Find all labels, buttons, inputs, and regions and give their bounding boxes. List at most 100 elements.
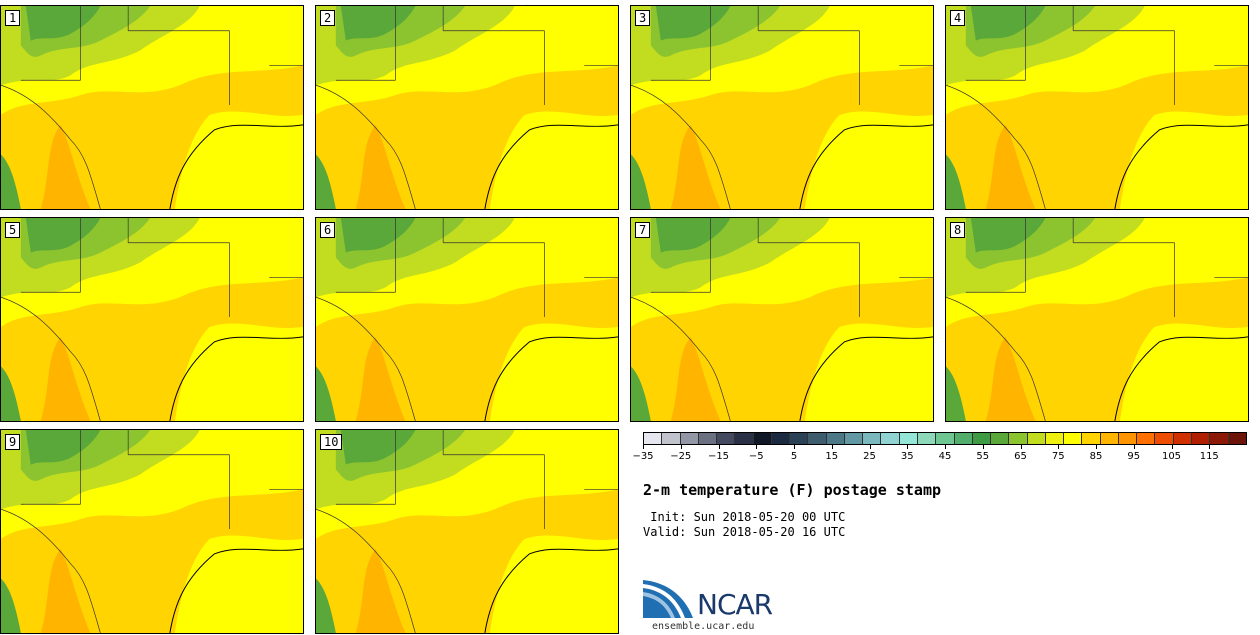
member-panel: 3 [630, 5, 934, 210]
colorbar-swatch [863, 433, 882, 444]
temperature-colorbar [643, 432, 1247, 445]
colorbar-tick-label: 45 [938, 451, 952, 462]
temperature-map [1, 6, 303, 209]
colorbar-tick-label: −5 [748, 451, 764, 462]
colorbar-tick [756, 445, 758, 449]
colorbar-tick-label: 85 [1089, 451, 1103, 462]
colorbar-tick [982, 445, 984, 449]
member-panel: 7 [630, 217, 934, 422]
temperature-map [316, 218, 618, 421]
colorbar-swatch [735, 433, 754, 444]
colorbar-swatch [808, 433, 827, 444]
colorbar-tick [794, 445, 795, 449]
colorbar-swatch [936, 433, 955, 444]
colorbar-tick [1096, 445, 1097, 449]
colorbar-tick-label: −25 [670, 451, 692, 462]
colorbar-swatch [899, 433, 918, 444]
colorbar-swatch [771, 433, 791, 444]
colorbar-tick-label: 15 [825, 451, 839, 462]
colorbar-swatch [1064, 433, 1083, 444]
colorbar-tick-label: 105 [1161, 451, 1182, 462]
temperature-map [1, 218, 303, 421]
colorbar-swatch [1009, 433, 1028, 444]
colorbar-swatch [991, 433, 1010, 444]
colorbar-swatch [717, 433, 736, 444]
temperature-map [946, 6, 1248, 209]
colorbar-tick [907, 445, 909, 449]
colorbar-swatch [1155, 433, 1174, 444]
colorbar-swatch [844, 433, 864, 444]
colorbar-tick [1058, 445, 1060, 449]
colorbar-swatch [1045, 433, 1065, 444]
colorbar-tick-label: 35 [900, 451, 914, 462]
colorbar-swatch [881, 433, 900, 444]
temperature-map [946, 218, 1248, 421]
member-panel: 10 [315, 429, 619, 634]
colorbar-tick-labels: −35 −25 −15 −5 5 15 25 35 45 55 65 75 85 95 105 115 [632, 445, 1247, 465]
colorbar-tick-label: 65 [1014, 451, 1027, 462]
colorbar-tick-label: −15 [707, 451, 730, 462]
member-number: 4 [950, 10, 966, 26]
valid-time: Valid: Sun 2018-05-20 16 UTC [643, 525, 846, 539]
colorbar-tick [643, 445, 644, 449]
temperature-map [316, 6, 618, 209]
colorbar-swatch [954, 433, 973, 444]
temperature-map [316, 430, 618, 633]
colorbar-swatch [680, 433, 699, 444]
site-url: ensemble.ucar.edu [652, 621, 755, 632]
member-panel: 4 [945, 5, 1249, 210]
member-number: 6 [320, 222, 336, 238]
colorbar-swatch [1210, 433, 1229, 444]
colorbar-tick [1171, 445, 1173, 449]
colorbar-tick-label: 115 [1199, 451, 1219, 462]
member-number: 10 [320, 434, 343, 450]
colorbar-swatch [698, 433, 718, 444]
colorbar-tick [1020, 445, 1022, 449]
colorbar-tick-label: 95 [1127, 451, 1141, 462]
init-time: Init: Sun 2018-05-20 00 UTC [643, 510, 846, 524]
colorbar-swatch [972, 433, 992, 444]
colorbar-swatch [1228, 433, 1246, 444]
member-number: 3 [635, 10, 651, 26]
colorbar-tick [718, 445, 720, 449]
colorbar-tick [1209, 445, 1211, 449]
member-number: 8 [950, 222, 966, 238]
temperature-map [631, 6, 933, 209]
member-panel: 9 [0, 429, 304, 634]
colorbar-swatch [662, 433, 681, 444]
member-panel: 2 [315, 5, 619, 210]
colorbar-tick [945, 445, 946, 449]
colorbar-swatch [753, 433, 772, 444]
member-number: 1 [5, 10, 21, 26]
colorbar-tick [680, 445, 682, 449]
member-number: 5 [5, 222, 21, 238]
member-number: 2 [320, 10, 336, 26]
colorbar-tick-label: 25 [863, 451, 876, 462]
ncar-logo-icon [643, 580, 693, 618]
colorbar-swatch [1118, 433, 1138, 444]
colorbar-swatch [1082, 433, 1101, 444]
colorbar-swatch [1137, 433, 1156, 444]
member-panel: 1 [0, 5, 304, 210]
colorbar-tick [869, 445, 871, 449]
member-number: 9 [5, 434, 21, 450]
temperature-map [631, 218, 933, 421]
colorbar-tick-label: −35 [632, 451, 654, 462]
colorbar-tick-label: 55 [976, 451, 990, 462]
member-panel: 8 [945, 217, 1249, 422]
member-panel: 5 [0, 217, 304, 422]
colorbar-swatch [1027, 433, 1046, 444]
colorbar-tick [831, 445, 833, 449]
colorbar-swatch [644, 433, 663, 444]
colorbar-swatch [1100, 433, 1119, 444]
colorbar-swatch [1191, 433, 1211, 444]
colorbar-tick [1133, 445, 1135, 449]
colorbar-swatch [917, 433, 937, 444]
member-panel: 6 [315, 217, 619, 422]
product-title: 2-m temperature (F) postage stamp [643, 481, 942, 499]
colorbar-swatch [790, 433, 809, 444]
colorbar-tick-label: 5 [790, 451, 798, 462]
colorbar-tick-label: 75 [1051, 451, 1065, 462]
colorbar-swatch [826, 433, 845, 444]
temperature-map [1, 430, 303, 633]
